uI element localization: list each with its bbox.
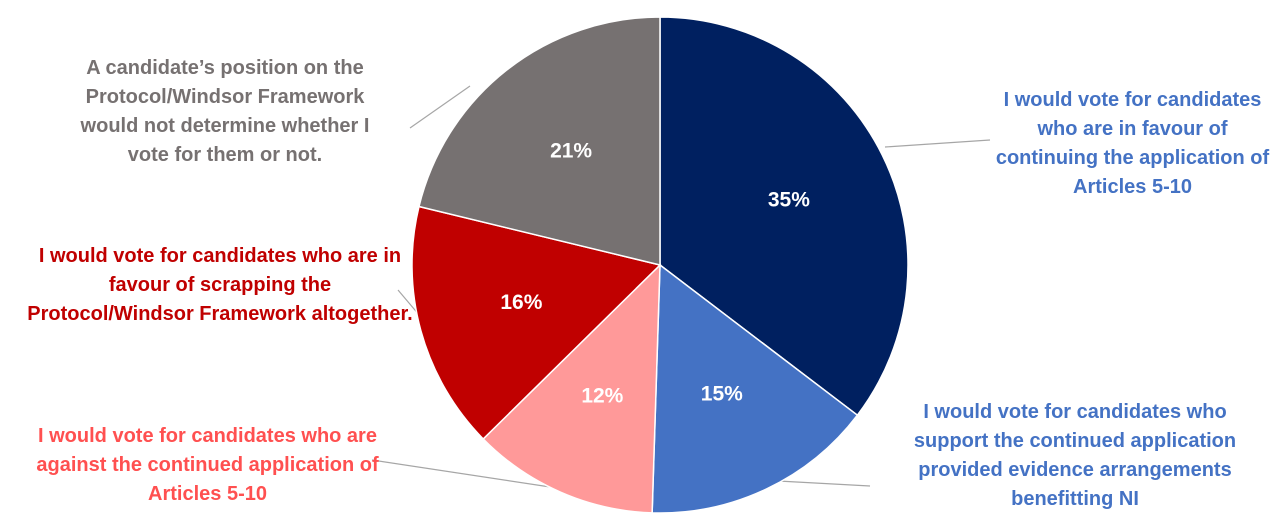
leader-line (371, 459, 571, 491)
category-label: A candidate’s position on the Protocol/W… (80, 57, 370, 166)
category-label: I would vote for candidates who are in f… (27, 245, 413, 325)
category-label: I would vote for candidates who are agai… (36, 425, 379, 505)
category-label: I would vote for candidates who support … (913, 401, 1237, 510)
slice-label: 35% (768, 189, 810, 212)
slice-label: 12% (581, 384, 623, 407)
leader-line (409, 85, 471, 129)
slice-label: 15% (701, 382, 743, 405)
pie-slice (418, 16, 661, 266)
pie-slice (659, 16, 909, 417)
leader-line (884, 139, 991, 148)
pie-slice (411, 205, 662, 441)
slice-label: 16% (500, 291, 542, 314)
pie-slice (482, 263, 661, 514)
category-label: I would vote for candidates who are in f… (995, 89, 1270, 198)
pie-slice (651, 263, 859, 514)
slice-label: 21% (550, 139, 592, 162)
